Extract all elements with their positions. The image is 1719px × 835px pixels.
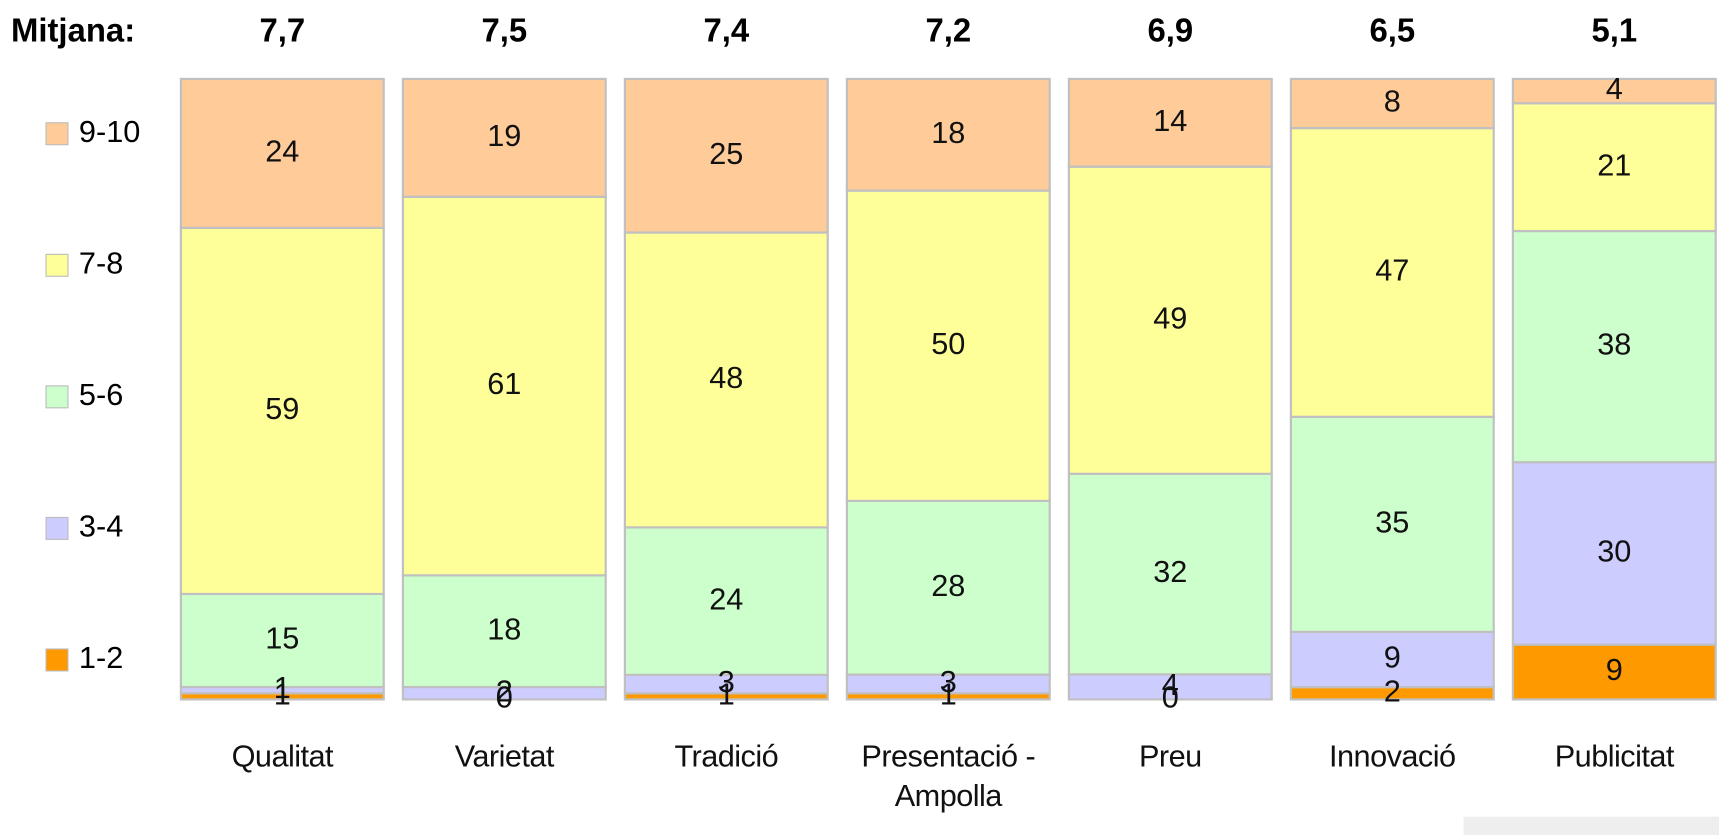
- data-label: 0: [1162, 680, 1179, 715]
- data-label: 50: [931, 326, 965, 361]
- bar-segment: [1067, 165, 1273, 475]
- mean-value: 7,2: [925, 12, 971, 49]
- category-label: Presentació - Ampolla: [861, 738, 1036, 813]
- legend-label: 5-6: [79, 377, 123, 412]
- bar-segment: [1289, 77, 1495, 130]
- legend-swatch: [45, 516, 69, 540]
- bar-segment: [1511, 461, 1717, 646]
- data-label: 19: [487, 118, 521, 153]
- bar-segment: [1067, 673, 1273, 701]
- mean-label: Mitjana:: [11, 12, 135, 49]
- category-label: Tradició: [674, 738, 779, 773]
- data-label: 18: [487, 611, 521, 646]
- mean-value: 5,1: [1591, 12, 1637, 49]
- bar-segment: [623, 77, 829, 234]
- data-label: 24: [265, 134, 299, 169]
- data-label: 15: [265, 621, 299, 656]
- bar-segment: [401, 574, 607, 689]
- data-label: 47: [1375, 253, 1409, 288]
- data-label: 49: [1153, 300, 1187, 335]
- bar-segment: [1511, 77, 1717, 105]
- data-label: 38: [1597, 327, 1631, 362]
- bar-segment: [845, 189, 1051, 502]
- data-label: 2: [496, 673, 513, 708]
- bar-segment: [1067, 472, 1273, 676]
- bar-segment: [845, 499, 1051, 676]
- bar-segment: [1289, 126, 1495, 418]
- legend-swatch: [45, 648, 69, 672]
- mean-value: 6,9: [1147, 12, 1193, 49]
- legend-label: 1-2: [79, 640, 123, 675]
- data-label: 3: [940, 664, 957, 699]
- bar-segment: [845, 77, 1051, 192]
- data-label: 14: [1153, 103, 1187, 138]
- mean-value: 7,5: [481, 12, 527, 49]
- corner-shade: [1463, 816, 1719, 835]
- bar-segment: [401, 77, 607, 198]
- data-label: 8: [1384, 84, 1401, 119]
- data-label: 32: [1153, 554, 1187, 589]
- bar-segment: [623, 231, 829, 529]
- bar-segment: [1289, 630, 1495, 689]
- data-label: 48: [709, 360, 743, 395]
- category-label: Publicitat: [1554, 738, 1675, 773]
- legend-swatch: [45, 122, 69, 146]
- data-label: 1: [274, 676, 291, 711]
- legend-swatch: [45, 385, 69, 409]
- data-label: 9: [1606, 652, 1623, 687]
- data-label: 9: [1384, 640, 1401, 675]
- bar-segment: [1067, 77, 1273, 168]
- data-label: 28: [931, 568, 965, 603]
- data-label: 24: [709, 581, 743, 616]
- bar-segment: [623, 526, 829, 676]
- category-label: Varietat: [454, 738, 555, 773]
- bar-segment: [179, 592, 385, 689]
- data-label: 61: [487, 366, 521, 401]
- bar-segment: [1289, 415, 1495, 633]
- legend-label: 7-8: [79, 245, 123, 280]
- bar-segment: [179, 226, 385, 596]
- data-label: 21: [1597, 147, 1631, 182]
- legend-label: 3-4: [79, 509, 123, 544]
- data-label: 35: [1375, 504, 1409, 539]
- data-label: 1: [940, 676, 957, 711]
- category-label: Preu: [1138, 738, 1202, 773]
- mean-value: 7,7: [259, 12, 305, 49]
- data-label: 0: [496, 680, 513, 715]
- bar-segment: [179, 77, 385, 229]
- category-label: Innovació: [1329, 738, 1456, 773]
- bar-segment: [1511, 643, 1717, 701]
- bar-segment: [401, 195, 607, 577]
- mean-value: 7,4: [703, 12, 749, 49]
- data-label: 3: [718, 664, 735, 699]
- category-label: Qualitat: [231, 738, 334, 773]
- data-label: 18: [931, 115, 965, 150]
- data-label: 59: [265, 391, 299, 426]
- data-label: 30: [1597, 534, 1631, 569]
- data-label: 4: [1606, 71, 1623, 106]
- data-label: 4: [1162, 667, 1179, 702]
- mean-value: 6,5: [1369, 12, 1415, 49]
- legend-label: 9-10: [79, 114, 140, 149]
- bar-segment: [1511, 229, 1717, 464]
- bar-segment: [1511, 102, 1717, 233]
- data-label: 25: [709, 136, 743, 171]
- legend-swatch: [45, 253, 69, 277]
- data-label: 2: [1384, 673, 1401, 708]
- data-label: 1: [274, 670, 291, 705]
- data-label: 1: [718, 676, 735, 711]
